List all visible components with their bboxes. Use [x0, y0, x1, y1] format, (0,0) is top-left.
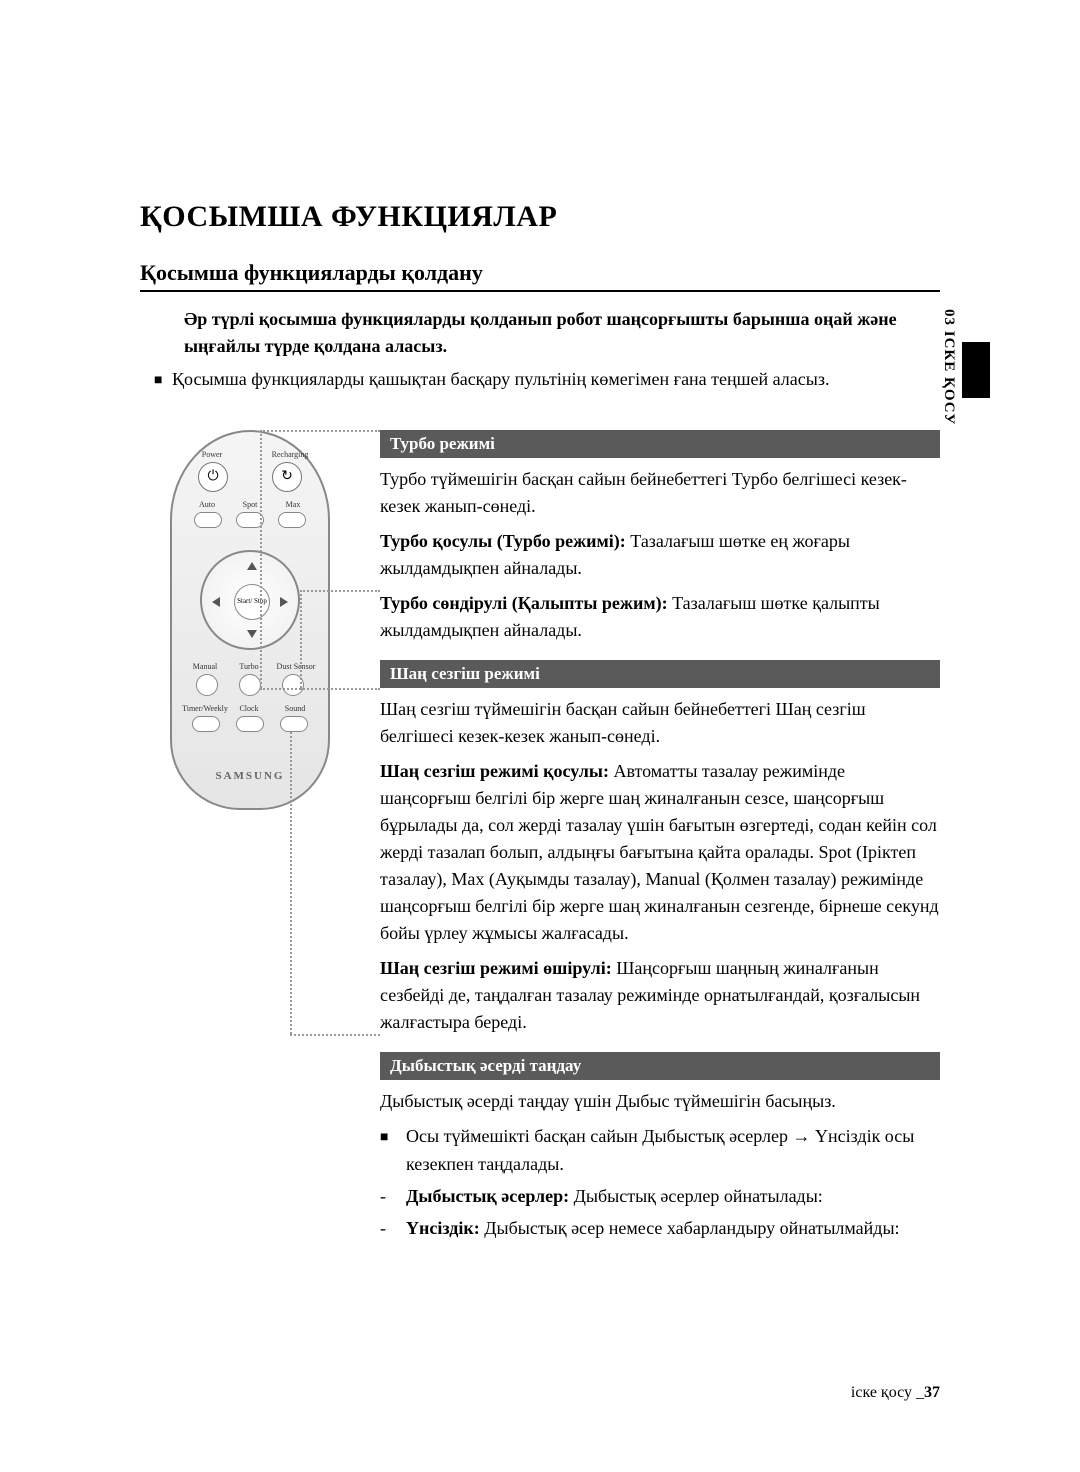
page-subtitle: Қосымша функцияларды қолдану: [140, 260, 940, 292]
leader-line-sound-h: [290, 1034, 380, 1036]
leader-line-dust: [300, 688, 380, 690]
dust-p2: Шаң сезгіш режимі қосулы: Автоматты таза…: [380, 758, 940, 947]
intro-bullet: ■ Қосымша функцияларды қашықтан басқару …: [154, 366, 940, 394]
sound-p1: Дыбыстық әсерді таңдау үшін Дыбыс түймеш…: [380, 1088, 940, 1115]
dpad-down-icon: [247, 630, 257, 638]
turbo-p2: Турбо қосулы (Турбо режимі): Тазалағыш ш…: [380, 528, 940, 582]
remote-label-manual: Manual: [188, 662, 222, 671]
remote-sound-button: [280, 716, 308, 732]
dust-p3: Шаң сезгіш режимі өшірулі: Шаңсорғыш шаң…: [380, 955, 940, 1036]
section-turbo-title: Турбо режимі: [380, 430, 940, 458]
section-sound-title: Дыбыстық әсерді таңдау: [380, 1052, 940, 1080]
remote-power-button: ⏻: [198, 462, 228, 492]
remote-manual-button: [196, 674, 218, 696]
section-turbo: Турбо режимі Турбо түймешігін басқан сай…: [380, 430, 940, 644]
remote-turbo-button: [239, 674, 261, 696]
sound-li3: - Үнсіздік: Дыбыстық әсер немесе хабарла…: [380, 1215, 940, 1243]
sound-li1: ■ Осы түймешікті басқан сайын Дыбыстық ә…: [380, 1123, 940, 1179]
dust-p1: Шаң сезгіш түймешігін басқан сайын бейне…: [380, 696, 940, 750]
remote-auto-button: [194, 512, 222, 528]
remote-label-power: Power: [192, 450, 232, 459]
turbo-p3: Турбо сөндірулі (Қалыпты режим): Тазалағ…: [380, 590, 940, 644]
leader-line-turbo-top: [260, 430, 380, 432]
dpad-left-icon: [212, 597, 220, 607]
remote-recharge-button: ↻: [272, 462, 302, 492]
section-dust: Шаң сезгіш режимі Шаң сезгіш түймешігін …: [380, 660, 940, 1036]
remote-control-diagram: Power Recharging ⏻ ↻ Auto Spot Max Start…: [170, 430, 330, 810]
page-footer: іске қосу _37: [851, 1384, 940, 1402]
remote-dpad: Start/ Stop: [200, 550, 300, 650]
side-tab-mark: [962, 342, 990, 398]
remote-label-sound: Sound: [278, 704, 312, 713]
leader-line-turbo-v: [260, 430, 262, 688]
page-title: ҚОСЫМША ФУНКЦИЯЛАР: [140, 200, 940, 234]
remote-start-stop: Start/ Stop: [234, 584, 270, 620]
intro-text: Қосымша функцияларды қашықтан басқару пу…: [172, 366, 940, 394]
section-side-tab: 03 ІСКЕ ҚОСУ: [940, 302, 962, 432]
square-bullet-icon: ■: [154, 370, 172, 394]
dash-bullet-icon: -: [380, 1215, 406, 1243]
dpad-up-icon: [247, 562, 257, 570]
remote-label-clock: Clock: [234, 704, 264, 713]
remote-label-recharging: Recharging: [266, 450, 314, 459]
intro-bold-text: Әр түрлі қосымша функцияларды қолданып р…: [184, 306, 940, 360]
remote-max-button: [278, 512, 306, 528]
leader-line-sound-v: [290, 732, 292, 1034]
side-tab-label: 03 ІСКЕ ҚОСУ: [940, 302, 957, 432]
remote-timer-button: [192, 716, 220, 732]
section-dust-title: Шаң сезгіш режимі: [380, 660, 940, 688]
square-bullet-icon: ■: [380, 1127, 406, 1179]
remote-label-timer: Timer/Weekly: [182, 704, 228, 713]
footer-page-number: 37: [924, 1384, 940, 1401]
leader-line-dust-top: [300, 590, 380, 592]
sound-li2: - Дыбыстық әсерлер: Дыбыстық әсерлер ойн…: [380, 1183, 940, 1211]
dash-bullet-icon: -: [380, 1183, 406, 1211]
section-sound: Дыбыстық әсерді таңдау Дыбыстық әсерді т…: [380, 1052, 940, 1243]
dpad-right-icon: [280, 597, 288, 607]
remote-label-auto: Auto: [192, 500, 222, 509]
turbo-p1: Турбо түймешігін басқан сайын бейнебетте…: [380, 466, 940, 520]
footer-label: іске қосу _: [851, 1384, 924, 1401]
remote-clock-button: [236, 716, 264, 732]
remote-brand: SAMSUNG: [170, 770, 330, 782]
remote-label-dustsensor: Dust Sensor: [272, 662, 320, 671]
remote-label-max: Max: [278, 500, 308, 509]
leader-line-dust-v: [300, 590, 302, 688]
